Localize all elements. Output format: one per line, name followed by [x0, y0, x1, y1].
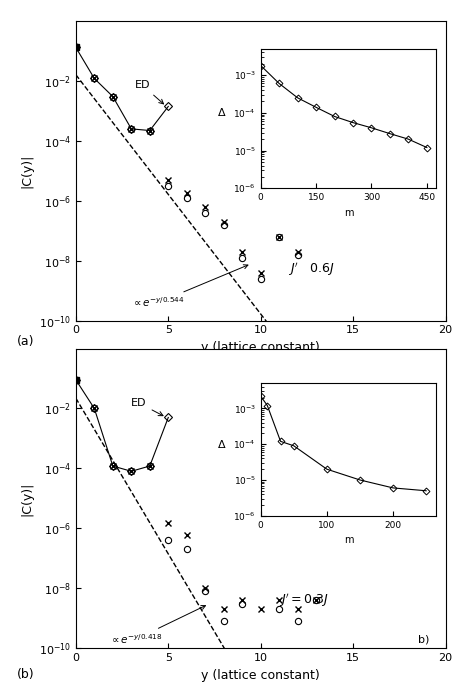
Text: ED: ED: [131, 398, 163, 415]
Text: b): b): [418, 635, 429, 645]
Text: $\propto e^{-y/0.418}$: $\propto e^{-y/0.418}$: [109, 606, 205, 646]
X-axis label: m: m: [344, 208, 353, 217]
Text: (a): (a): [17, 335, 34, 348]
X-axis label: y (lattice constant): y (lattice constant): [201, 668, 320, 682]
Text: $J' = 0.3J$: $J' = 0.3J$: [279, 592, 329, 609]
Y-axis label: |C(y)|: |C(y)|: [20, 153, 33, 188]
Y-axis label: $\Delta$: $\Delta$: [218, 107, 227, 118]
X-axis label: y (lattice constant): y (lattice constant): [201, 341, 320, 354]
Y-axis label: |C(y)|: |C(y)|: [20, 481, 33, 516]
Text: $\propto e^{-y/0.544}$: $\propto e^{-y/0.544}$: [131, 265, 248, 309]
Y-axis label: $\Delta$: $\Delta$: [218, 438, 227, 450]
X-axis label: m: m: [344, 535, 353, 545]
Text: (b): (b): [17, 668, 34, 681]
Text: $J'$   $0.6J$: $J'$ $0.6J$: [288, 260, 335, 277]
Text: ED: ED: [135, 80, 164, 104]
